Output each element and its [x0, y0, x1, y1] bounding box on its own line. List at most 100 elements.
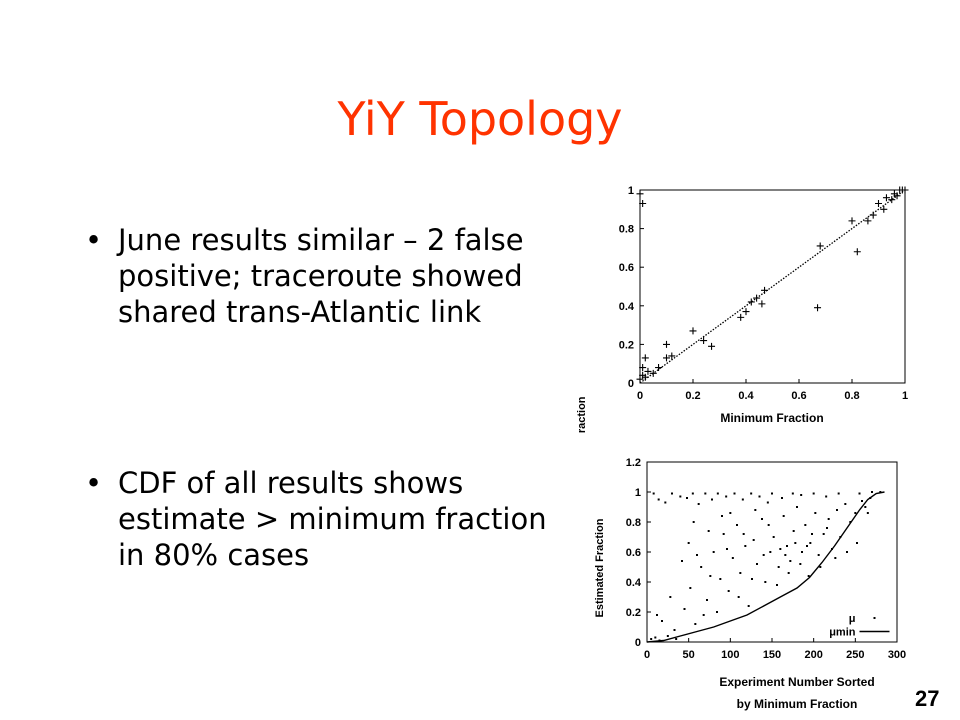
bullet-marker: • — [85, 466, 103, 500]
data-point — [737, 596, 740, 598]
data-point — [731, 557, 734, 559]
bullet-marker: • — [85, 223, 103, 257]
data-point — [853, 248, 861, 256]
data-point — [747, 605, 750, 607]
data-point — [766, 501, 769, 504]
data-point — [721, 515, 723, 517]
data-point — [761, 518, 763, 520]
y-tick-label: 0.8 — [626, 517, 641, 529]
data-point — [792, 530, 795, 532]
data-point — [712, 551, 715, 553]
data-point — [848, 217, 856, 225]
data-point — [871, 491, 873, 493]
data-point — [858, 492, 861, 495]
reference-line — [639, 189, 906, 384]
data-point — [822, 533, 825, 535]
y-tick-label: 1.2 — [626, 457, 641, 469]
data-point — [756, 563, 758, 565]
data-point — [806, 545, 808, 547]
x-tick-label: 1 — [902, 390, 908, 402]
x-tick-label: 0.4 — [738, 390, 754, 402]
data-point — [702, 614, 705, 616]
data-point — [719, 578, 722, 580]
x-axis-label-line-2: by Minimum Fraction — [737, 697, 858, 711]
data-point — [888, 196, 896, 204]
plot-frame — [646, 461, 898, 643]
data-point — [809, 542, 812, 544]
data-point — [866, 512, 869, 514]
data-point — [639, 364, 647, 372]
x-axis-label: Minimum Fraction — [720, 411, 823, 425]
data-point — [804, 524, 807, 526]
data-point — [741, 498, 744, 501]
data-point — [796, 506, 798, 508]
data-point — [708, 342, 716, 350]
x-tick-label: 0 — [644, 649, 650, 661]
data-point — [819, 566, 822, 568]
data-point — [636, 190, 644, 198]
data-point — [726, 548, 728, 550]
bullet-june-results: • June results similar – 2 false positiv… — [85, 222, 565, 330]
x-axis-label-line-1: Experiment Number Sorted — [719, 675, 874, 689]
y-tick-label: 0.2 — [626, 607, 641, 619]
data-point — [641, 354, 649, 362]
data-point — [812, 492, 815, 495]
legend-label-mu-min: μmin — [829, 627, 856, 639]
data-point — [799, 563, 802, 565]
data-point — [679, 495, 682, 498]
data-point — [784, 554, 787, 556]
data-point — [800, 494, 803, 496]
y-tick-label: 0.6 — [626, 547, 641, 559]
data-point — [772, 536, 775, 538]
data-point — [681, 560, 683, 562]
data-point — [711, 498, 713, 501]
data-point — [880, 205, 888, 213]
plot-frame — [639, 189, 906, 384]
y-tick-label: 1 — [628, 185, 634, 197]
data-point — [742, 308, 750, 316]
data-point — [737, 313, 745, 321]
data-point — [846, 551, 848, 553]
data-point — [657, 498, 660, 501]
data-point — [652, 492, 655, 495]
data-point — [752, 539, 755, 541]
data-point — [776, 584, 778, 586]
data-point — [656, 614, 658, 616]
data-point — [668, 352, 676, 360]
data-point — [791, 492, 794, 495]
y-axis-label: Estimated Fraction — [594, 518, 606, 617]
data-point — [733, 492, 736, 495]
data-point — [893, 192, 901, 200]
data-point — [779, 548, 782, 550]
data-point — [758, 300, 766, 308]
x-tick-label: 0.6 — [791, 390, 806, 402]
data-point — [817, 554, 820, 556]
x-tick-label: 0.8 — [844, 390, 859, 402]
data-point — [747, 298, 755, 306]
data-point — [700, 337, 708, 345]
y-axis-label: Estimated Fraction — [576, 396, 588, 433]
data-point — [750, 492, 753, 495]
data-point — [707, 530, 710, 532]
data-point — [751, 578, 753, 580]
data-point — [709, 575, 712, 577]
data-point — [704, 492, 707, 495]
data-point — [875, 200, 882, 208]
data-point — [794, 542, 797, 544]
data-point — [869, 211, 877, 219]
data-point — [729, 512, 732, 514]
data-point — [787, 572, 790, 574]
data-point — [671, 492, 673, 495]
data-point — [879, 491, 882, 493]
data-point — [864, 217, 872, 225]
data-point — [854, 512, 857, 514]
data-point — [764, 581, 767, 583]
data-point — [691, 492, 694, 495]
data-point — [649, 369, 657, 377]
y-tick-label: 0 — [628, 378, 634, 390]
data-point — [669, 596, 672, 598]
x-tick-label: 0 — [637, 390, 643, 402]
data-point — [644, 367, 652, 375]
data-point — [856, 542, 858, 544]
data-point — [753, 294, 761, 302]
